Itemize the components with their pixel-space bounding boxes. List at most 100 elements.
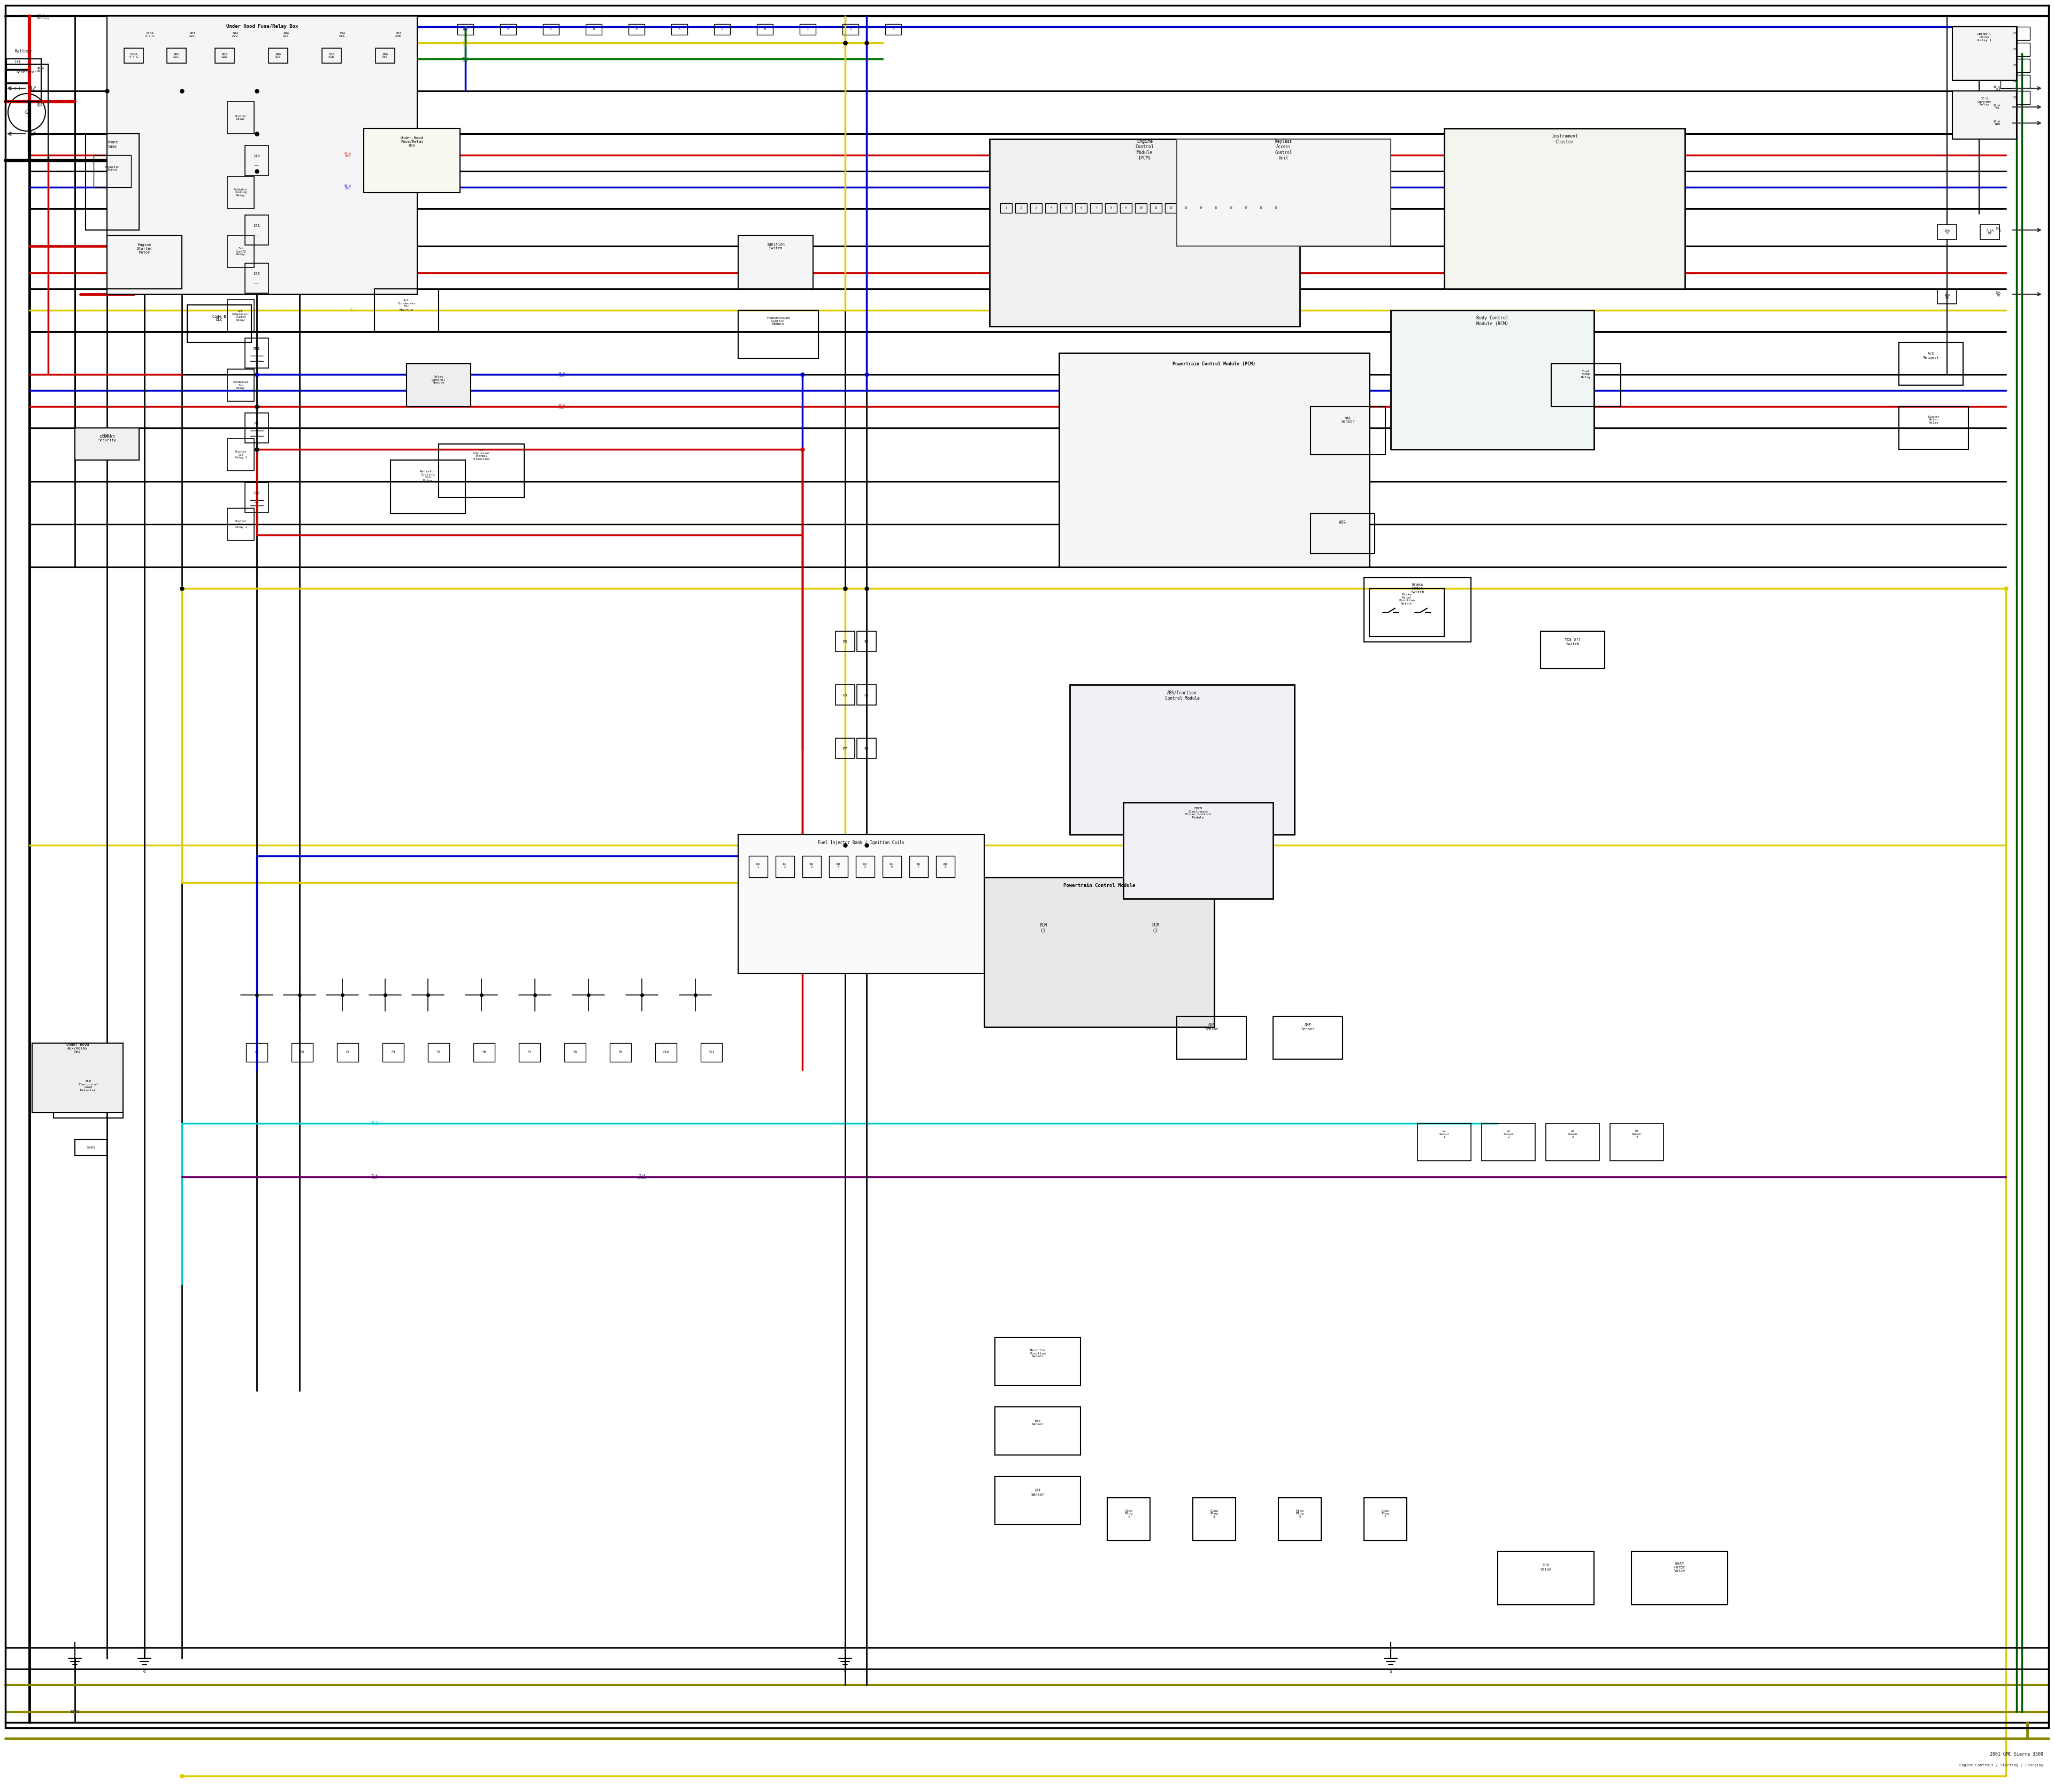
Text: P9: P9 <box>618 1050 622 1054</box>
Bar <box>322 48 341 63</box>
Bar <box>244 339 269 367</box>
Bar <box>228 509 255 539</box>
Bar <box>1179 202 1191 213</box>
Text: 8E-A
BLU: 8E-A BLU <box>462 25 468 30</box>
Bar <box>1255 202 1267 213</box>
Bar <box>1107 1498 1150 1541</box>
Bar <box>672 23 688 34</box>
Bar <box>1364 1498 1407 1541</box>
Text: P4: P4 <box>390 1050 394 1054</box>
Text: Under Hood
Aux/Relay
Box: Under Hood Aux/Relay Box <box>66 1043 88 1054</box>
Text: O2
Sensor
3: O2 Sensor 3 <box>1567 1129 1577 1138</box>
Bar <box>700 1043 723 1063</box>
Text: S001: S001 <box>86 1145 94 1149</box>
Text: M11: M11 <box>253 348 261 351</box>
Bar <box>1136 202 1146 213</box>
Text: 10A
B3: 10A B3 <box>1943 294 1949 299</box>
Text: CMP
Sensor: CMP Sensor <box>1300 1023 1315 1030</box>
Text: (-): (-) <box>14 86 21 90</box>
Bar <box>857 631 877 652</box>
Text: HDLMP-1
Relay
Relay 1: HDLMP-1 Relay Relay 1 <box>1978 32 1992 41</box>
Bar <box>1364 577 1471 642</box>
Text: CKP
Sensor: CKP Sensor <box>1206 1023 1218 1030</box>
Text: I41: I41 <box>253 224 261 228</box>
Bar <box>610 1043 631 1063</box>
Text: 19: 19 <box>1273 206 1278 210</box>
Bar <box>885 23 902 34</box>
Bar <box>228 439 255 471</box>
Text: C2: C2 <box>2013 48 2017 50</box>
Text: 8E-A
BLK: 8E-A BLK <box>37 66 45 72</box>
Text: P8: P8 <box>573 1050 577 1054</box>
Text: G: G <box>1391 1670 1393 1674</box>
Text: G: G <box>74 1670 76 1674</box>
Bar <box>1497 1552 1594 1606</box>
Text: F5: F5 <box>842 694 848 697</box>
Bar <box>94 156 131 186</box>
Text: P2: P2 <box>300 1050 304 1054</box>
Text: P3: P3 <box>345 1050 349 1054</box>
Bar <box>842 23 859 34</box>
Bar <box>1547 1124 1600 1161</box>
Bar <box>499 23 516 34</box>
Bar <box>655 1043 676 1063</box>
Text: A/C
Condenser
Fan
Mtr/Clc: A/C Condenser Fan Mtr/Clc <box>398 299 415 310</box>
Text: 20A
A36: 20A A36 <box>382 52 388 59</box>
Text: Powertrain Control Module (PCM): Powertrain Control Module (PCM) <box>1173 362 1255 366</box>
Bar <box>836 738 854 758</box>
Text: 15A
A16: 15A A16 <box>329 52 335 59</box>
Text: Condenser
Fan
Relay: Condenser Fan Relay <box>232 380 249 389</box>
Text: C1: C1 <box>2013 32 2017 34</box>
Text: ABS/Traction
Control Module: ABS/Traction Control Module <box>1165 690 1200 701</box>
Text: PCM
C1: PCM C1 <box>1039 923 1048 934</box>
Text: 120A
4-4-G: 120A 4-4-G <box>129 52 140 59</box>
Text: 8E-A
BLK: 8E-A BLK <box>29 86 37 91</box>
Text: 2E-A
BLU: 2E-A BLU <box>559 371 565 378</box>
Text: Fuel Injector Bank / Ignition Coils: Fuel Injector Bank / Ignition Coils <box>817 840 904 844</box>
Bar <box>737 235 813 289</box>
Bar <box>1150 202 1163 213</box>
Text: Brake
Pedal
Switch: Brake Pedal Switch <box>1411 582 1423 593</box>
Text: 8E-A
BLK: 8E-A BLK <box>1994 86 2001 91</box>
Bar <box>1105 202 1117 213</box>
Bar <box>776 857 795 878</box>
Text: 18: 18 <box>1259 206 1263 210</box>
Bar <box>244 482 269 513</box>
Bar <box>1210 202 1222 213</box>
Bar <box>1898 342 1964 385</box>
Text: I42: I42 <box>253 491 261 495</box>
Bar <box>984 878 1214 1027</box>
Bar <box>857 738 877 758</box>
Text: A/C
Compressor
Clutch
Relay: A/C Compressor Clutch Relay <box>232 310 249 321</box>
Text: O2
Sensor
2: O2 Sensor 2 <box>1504 1129 1514 1138</box>
Text: 10A
B: 10A B <box>1994 228 2001 233</box>
Bar <box>542 23 559 34</box>
Bar <box>228 299 255 332</box>
Text: 8E-A
GRN: 8E-A GRN <box>462 57 468 63</box>
Text: Generator: Generator <box>16 70 37 73</box>
Bar <box>1177 1016 1247 1059</box>
Bar <box>994 919 1091 989</box>
Text: C3: C3 <box>2013 65 2017 66</box>
Bar <box>1107 919 1204 989</box>
Text: Trans
Case: Trans Case <box>107 142 117 149</box>
Bar <box>53 1075 123 1118</box>
Text: Starter
Relay: Starter Relay <box>234 115 246 120</box>
Text: Glow
Plug
5: Glow Plug 5 <box>1296 1509 1304 1518</box>
Bar <box>244 145 269 176</box>
Text: Radiator
Cooling
Relay: Radiator Cooling Relay <box>234 188 249 197</box>
Text: INJ
6: INJ 6 <box>889 862 893 869</box>
Text: Fan
Con/IO
Relay: Fan Con/IO Relay <box>236 247 246 256</box>
Bar <box>440 444 524 498</box>
Text: P11: P11 <box>709 1050 715 1054</box>
Bar <box>737 835 984 973</box>
Bar <box>2001 75 2029 88</box>
Bar <box>1980 224 1999 240</box>
Bar <box>382 1043 405 1063</box>
Text: P10: P10 <box>663 1050 670 1054</box>
Text: 120A
4-4-G: 120A 4-4-G <box>144 32 154 38</box>
Bar <box>107 235 183 289</box>
Text: 60A
A22: 60A A22 <box>232 32 238 38</box>
Text: 20A
A36: 20A A36 <box>396 32 401 38</box>
Bar <box>1937 224 1957 240</box>
